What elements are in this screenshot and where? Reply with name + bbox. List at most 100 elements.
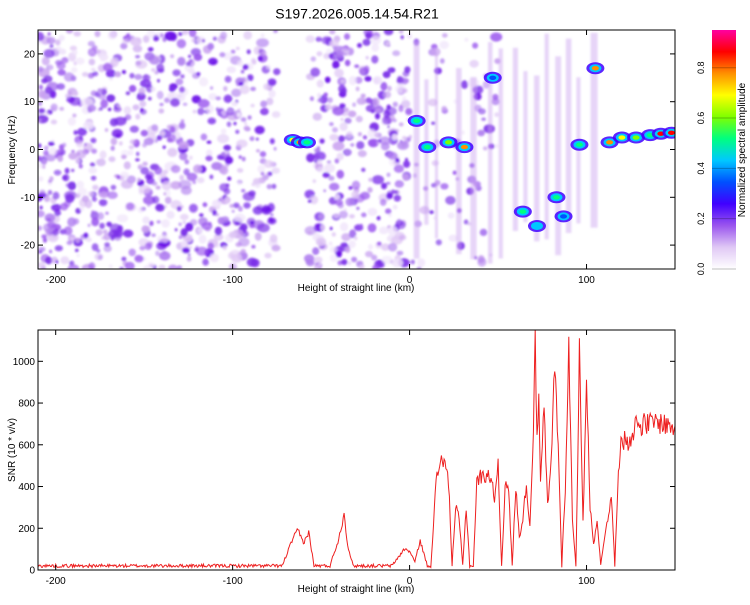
noise-blob [80, 97, 94, 107]
noise-blob [333, 213, 340, 219]
noise-blob [197, 227, 204, 234]
noise-blob [202, 202, 208, 208]
noise-blob [88, 262, 96, 269]
noise-blob [194, 247, 199, 252]
noise-blob [50, 103, 58, 112]
noise-blob [249, 223, 256, 229]
noise-blob [396, 76, 405, 84]
y-tick-label: 0 [29, 566, 35, 577]
y-tick-label: -20 [21, 241, 36, 252]
noise-blob [83, 232, 89, 239]
ridge-core [591, 66, 599, 71]
spectrogram-noise-field [38, 30, 598, 269]
noise-blob [350, 143, 355, 147]
noise-blob [372, 76, 383, 85]
noise-blob [226, 107, 235, 116]
noise-blob [196, 177, 205, 184]
noise-blob [39, 189, 46, 195]
noise-blob [398, 122, 404, 127]
noise-blob [38, 155, 42, 162]
noise-blob [64, 190, 77, 200]
noise-blob [404, 66, 411, 74]
noise-blob [47, 32, 51, 36]
noise-blob [273, 30, 278, 33]
noise-blob [362, 135, 368, 140]
noise-blob [399, 234, 407, 241]
noise-blob [42, 237, 48, 243]
noise-blob [472, 42, 479, 49]
noise-blob [318, 262, 322, 267]
noise-blob [77, 127, 87, 136]
noise-blob [121, 154, 127, 160]
noise-blob [72, 113, 77, 118]
noise-blob [395, 157, 400, 163]
noise-blob [149, 56, 160, 65]
noise-blob [388, 213, 392, 218]
noise-blob [154, 71, 159, 75]
noise-blob [126, 202, 135, 211]
noise-blob [335, 50, 345, 58]
noise-blob [99, 191, 109, 199]
noise-blob [380, 141, 390, 151]
noise-blob [479, 228, 488, 236]
noise-blob [81, 72, 89, 77]
streak [544, 33, 549, 240]
noise-blob [136, 92, 146, 101]
noise-blob [229, 203, 234, 208]
noise-blob [209, 174, 214, 180]
noise-blob [182, 247, 190, 254]
noise-blob [223, 86, 228, 92]
noise-blob [151, 68, 156, 72]
noise-blob [261, 50, 267, 56]
noise-blob [371, 175, 385, 185]
noise-blob [176, 206, 182, 212]
noise-blob [135, 60, 148, 69]
noise-blob [156, 220, 161, 224]
noise-blob [346, 131, 353, 138]
noise-blob [254, 125, 265, 135]
noise-blob [68, 152, 78, 160]
noise-blob [67, 181, 77, 191]
ridge-core [445, 140, 453, 145]
noise-blob [251, 244, 256, 249]
noise-blob [110, 57, 119, 68]
noise-blob [186, 255, 192, 262]
noise-blob [376, 259, 384, 267]
noise-blob [328, 241, 333, 246]
noise-blob [205, 149, 213, 157]
noise-blob [174, 228, 178, 232]
noise-blob [354, 64, 360, 68]
noise-blob [142, 161, 148, 166]
noise-blob [329, 122, 334, 127]
noise-blob [159, 102, 164, 107]
noise-blob [257, 223, 270, 233]
noise-blob [391, 133, 398, 140]
colorbar-bar [712, 30, 736, 269]
noise-blob [124, 261, 135, 269]
noise-blob [312, 179, 317, 184]
noise-blob [137, 166, 141, 170]
noise-blob [207, 242, 215, 250]
noise-blob [130, 37, 142, 47]
noise-blob [67, 264, 80, 269]
noise-blob [235, 46, 240, 51]
chart-title: S197.2026.005.14.54.R21 [275, 6, 439, 22]
noise-blob [91, 217, 100, 227]
noise-blob [155, 31, 162, 37]
noise-blob [263, 83, 271, 91]
noise-blob [334, 68, 344, 78]
y-tick-label: 600 [18, 440, 35, 451]
noise-blob [386, 181, 391, 185]
noise-blob [400, 35, 404, 40]
noise-blob [120, 179, 134, 189]
noise-blob [108, 156, 116, 163]
noise-blob [331, 232, 336, 237]
noise-blob [327, 97, 333, 103]
noise-blob [151, 181, 158, 186]
noise-blob [329, 246, 338, 253]
x-tick-label: 0 [407, 576, 413, 587]
noise-blob [157, 79, 160, 83]
noise-blob [230, 49, 236, 54]
noise-blob [381, 255, 393, 265]
noise-blob [349, 229, 357, 239]
